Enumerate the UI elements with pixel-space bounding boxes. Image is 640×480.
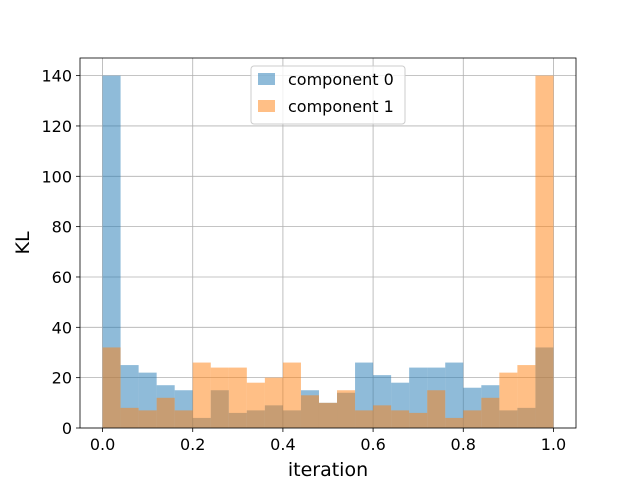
histogram-bar bbox=[535, 75, 554, 428]
histogram-bar bbox=[481, 397, 500, 428]
y-tick-label: 120 bbox=[41, 117, 72, 136]
y-axis-label: KL bbox=[12, 231, 34, 254]
x-tick-label: 1.0 bbox=[541, 435, 566, 454]
histogram-bar bbox=[120, 407, 139, 428]
histogram-bar bbox=[174, 410, 193, 428]
y-tick-label: 140 bbox=[41, 67, 72, 86]
legend-swatch-component-0 bbox=[258, 73, 275, 85]
y-tick-label: 100 bbox=[41, 167, 72, 186]
x-axis-label: iteration bbox=[288, 459, 368, 480]
histogram-bar bbox=[373, 405, 392, 428]
legend-swatch-component-1 bbox=[258, 100, 275, 112]
axis-ticks: 0.0 0.2 0.4 0.6 0.8 1.0 0 20 40 60 80 100 120 140 bbox=[41, 67, 566, 454]
histogram-bar bbox=[156, 397, 175, 428]
histogram-bar bbox=[337, 390, 356, 428]
histogram-bar bbox=[102, 347, 121, 428]
x-tick-label: 0.8 bbox=[451, 435, 476, 454]
histogram-bar bbox=[228, 367, 247, 428]
histogram-bar bbox=[102, 75, 121, 428]
histogram-bar bbox=[463, 410, 482, 428]
series-1-bars bbox=[102, 75, 554, 428]
x-tick-label: 0.4 bbox=[270, 435, 295, 454]
histogram-bar bbox=[427, 390, 446, 428]
histogram-bar bbox=[246, 382, 265, 428]
x-tick-label: 0.2 bbox=[180, 435, 205, 454]
histogram-bar bbox=[264, 377, 283, 428]
y-tick-label: 80 bbox=[52, 218, 72, 237]
histogram-bar bbox=[318, 402, 338, 428]
histogram-bar bbox=[445, 362, 464, 428]
bars bbox=[102, 75, 554, 428]
y-tick-label: 20 bbox=[52, 369, 72, 388]
histogram-bar bbox=[499, 372, 518, 428]
x-tick-label: 0.6 bbox=[360, 435, 385, 454]
histogram-bar bbox=[409, 412, 428, 428]
y-tick-label: 40 bbox=[52, 318, 72, 337]
histogram-bar bbox=[210, 367, 229, 428]
histogram-bar bbox=[138, 410, 157, 428]
legend-label-component-0: component 0 bbox=[288, 70, 394, 89]
y-tick-label: 0 bbox=[62, 419, 72, 438]
series-0-bars bbox=[102, 75, 554, 428]
plot-area-frame bbox=[79, 57, 577, 429]
histogram-bar bbox=[282, 362, 301, 428]
histogram-bar bbox=[445, 417, 464, 428]
legend-label-component-1: component 1 bbox=[288, 97, 394, 116]
legend: component 0 component 1 bbox=[250, 65, 406, 125]
histogram-bar bbox=[391, 410, 410, 428]
histogram-bar bbox=[300, 395, 319, 428]
x-tick-label: 0.0 bbox=[90, 435, 115, 454]
legend-frame bbox=[250, 65, 406, 125]
histogram-bar bbox=[192, 362, 211, 428]
histogram-bar bbox=[355, 410, 374, 428]
histogram-bar bbox=[517, 365, 536, 428]
y-tick-label: 60 bbox=[52, 268, 72, 287]
